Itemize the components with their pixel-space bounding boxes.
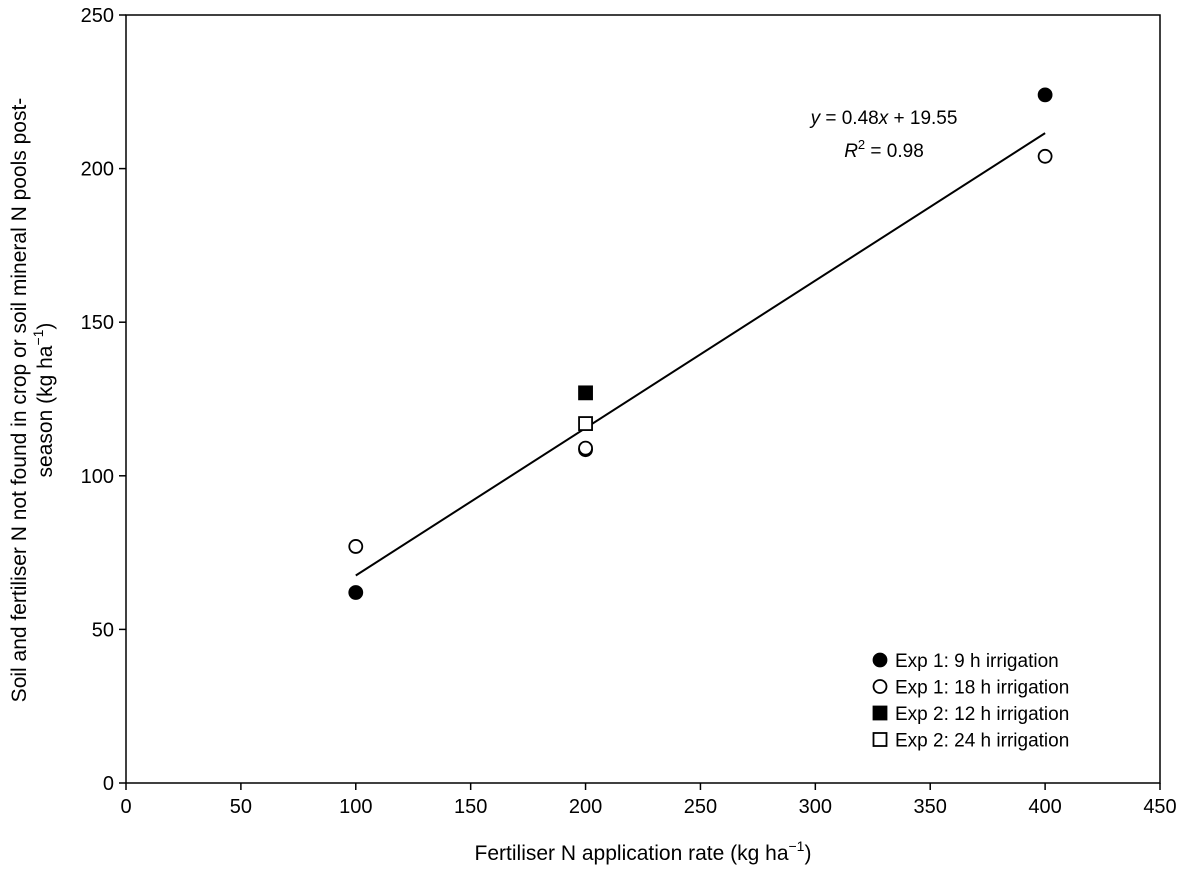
y-axis-ticks: 0 50 100 150 200 250 xyxy=(81,5,126,795)
legend-marker xyxy=(872,732,888,747)
y-tick-label: 150 xyxy=(81,312,114,334)
x-tick-label: 100 xyxy=(339,796,372,818)
x-tick-label: 200 xyxy=(569,796,602,818)
regression-equation: y = 0.48x + 19.55 xyxy=(809,108,958,129)
y-axis-title: Soil and fertiliser N not found in crop … xyxy=(8,98,57,703)
legend-label: Exp 2: 12 h irrigation xyxy=(895,704,1069,725)
y-tick-label: 50 xyxy=(92,619,114,641)
x-tick-label: 450 xyxy=(1143,796,1176,818)
x-tick-label: 0 xyxy=(120,796,131,818)
y-tick-label: 0 xyxy=(103,773,114,795)
data-point xyxy=(348,539,364,554)
legend-label: Exp 1: 18 h irrigation xyxy=(895,678,1069,699)
y-tick-label: 100 xyxy=(81,466,114,488)
x-tick-label: 50 xyxy=(230,796,252,818)
data-point xyxy=(578,385,593,401)
legend-label: Exp 2: 24 h irrigation xyxy=(895,731,1069,752)
data-point xyxy=(1037,148,1053,164)
x-axis-ticks: 0 50 100 150 200 250 300 350 400 450 xyxy=(120,783,1177,818)
y-axis-title-line2: season (kg ha−1) xyxy=(30,323,57,478)
x-tick-label: 250 xyxy=(684,796,717,818)
x-axis-title: Fertiliser N application rate (kg ha−1) xyxy=(475,838,812,865)
x-tick-label: 350 xyxy=(914,796,947,818)
x-tick-label: 400 xyxy=(1028,796,1061,818)
r-squared-label: R2 = 0.98 xyxy=(844,137,924,162)
data-point xyxy=(578,416,593,431)
x-tick-label: 300 xyxy=(799,796,832,818)
y-tick-label: 200 xyxy=(81,159,114,181)
trend-line xyxy=(355,132,1046,577)
data-point xyxy=(1037,87,1053,103)
data-point xyxy=(578,440,593,456)
x-tick-label: 150 xyxy=(454,796,487,818)
legend-marker xyxy=(872,679,888,694)
data-point xyxy=(348,585,364,600)
data-points xyxy=(348,87,1053,600)
legend-label: Exp 1: 9 h irrigation xyxy=(895,651,1059,672)
legend: Exp 1: 9 h irrigation Exp 1: 18 h irrigat… xyxy=(872,651,1069,752)
y-axis-title-line1: Soil and fertiliser N not found in crop … xyxy=(8,98,31,703)
legend-marker xyxy=(872,652,888,668)
legend-marker xyxy=(872,705,888,721)
y-tick-label: 250 xyxy=(81,5,114,27)
plot-frame xyxy=(125,14,1161,784)
